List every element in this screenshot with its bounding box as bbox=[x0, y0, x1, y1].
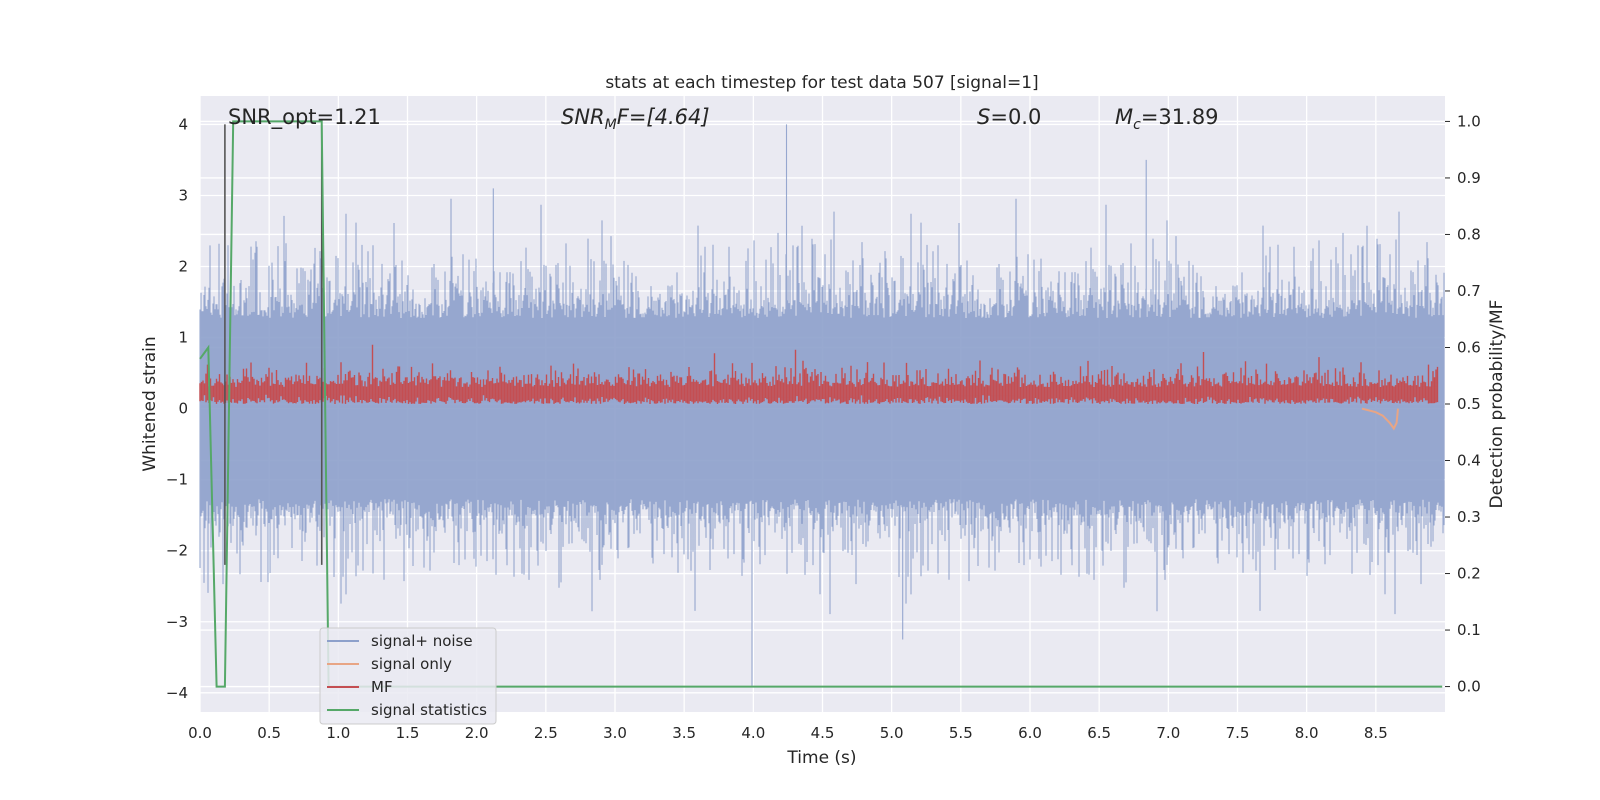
left-y-tick-label: −3 bbox=[166, 613, 188, 631]
right-y-tick-label: 0.0 bbox=[1457, 678, 1481, 696]
left-y-tick-label: 3 bbox=[178, 186, 188, 204]
annotation-mc: Mc=31.89 bbox=[1115, 105, 1219, 133]
left-y-axis-label: Whitened strain bbox=[140, 336, 160, 471]
right-y-tick-label: 0.2 bbox=[1457, 565, 1481, 583]
annotation-snr-mf: SNRMF=[4.64] bbox=[561, 105, 710, 133]
x-tick-labels: 0.0 0.5 1.0 1.5 2.0 2.5 3.0 3.5 4.0 4.5 5.0 5.5 6.0 6… bbox=[188, 724, 1388, 742]
right-y-tick-label: 0.8 bbox=[1457, 225, 1481, 243]
x-tick-label: 0.0 bbox=[188, 724, 212, 742]
left-y-tick-label: 2 bbox=[178, 258, 188, 276]
right-y-tick-label: 0.6 bbox=[1457, 338, 1481, 356]
legend-label-signal-statistics: signal statistics bbox=[371, 701, 487, 719]
right-y-tick-labels: 0.0 0.1 0.2 0.3 0.4 0.5 0.6 0.7 0.8 0.9 1.0 bbox=[1457, 112, 1481, 695]
chart-title: stats at each timestep for test data 507… bbox=[605, 73, 1038, 93]
x-tick-label: 6.5 bbox=[1087, 724, 1111, 742]
x-tick-label: 4.0 bbox=[741, 724, 765, 742]
legend-label-signal-only: signal only bbox=[371, 655, 452, 673]
mf-series bbox=[199, 344, 1439, 404]
legend: signal+ noise signal only MF signal stat… bbox=[319, 627, 497, 725]
x-tick-label: 6.0 bbox=[1018, 724, 1042, 742]
x-tick-label: 7.5 bbox=[1226, 724, 1250, 742]
legend-label-mf: MF bbox=[371, 678, 393, 696]
right-y-axis-label: Detection probability/MF bbox=[1487, 300, 1507, 509]
legend-label-signal-noise: signal+ noise bbox=[371, 632, 473, 650]
x-tick-label: 3.5 bbox=[672, 724, 696, 742]
right-y-tick-label: 0.5 bbox=[1457, 395, 1481, 413]
left-y-tick-label: 1 bbox=[178, 329, 188, 347]
x-tick-label: 5.0 bbox=[880, 724, 904, 742]
left-y-tick-label: −1 bbox=[166, 471, 188, 489]
left-y-tick-label: −4 bbox=[166, 684, 188, 702]
x-tick-label: 8.5 bbox=[1364, 724, 1388, 742]
right-y-tick-label: 0.3 bbox=[1457, 508, 1481, 526]
x-tick-label: 4.5 bbox=[811, 724, 835, 742]
signal-only-line bbox=[1361, 407, 1399, 431]
annotation-s: S=0.0 bbox=[977, 105, 1041, 129]
x-tick-label: 0.5 bbox=[257, 724, 281, 742]
legend-box bbox=[319, 627, 497, 725]
left-y-tick-label: −2 bbox=[166, 542, 188, 560]
right-y-tick-label: 0.4 bbox=[1457, 452, 1481, 470]
left-y-tick-label: 0 bbox=[178, 400, 188, 418]
x-axis-label: Time (s) bbox=[786, 748, 856, 768]
signal-statistics-series bbox=[199, 120, 1443, 688]
x-tick-label: 3.0 bbox=[603, 724, 627, 742]
mf-line bbox=[199, 344, 1439, 404]
x-tick-label: 1.0 bbox=[326, 724, 350, 742]
right-y-tick-label: 0.9 bbox=[1457, 169, 1481, 187]
signal-statistics-line bbox=[199, 120, 1443, 688]
right-y-tick-label: 0.1 bbox=[1457, 621, 1481, 639]
left-y-tick-label: 4 bbox=[178, 115, 188, 133]
signal-only-series bbox=[1361, 407, 1399, 431]
x-tick-label: 2.0 bbox=[465, 724, 489, 742]
x-tick-label: 2.5 bbox=[534, 724, 558, 742]
x-tick-label: 5.5 bbox=[949, 724, 973, 742]
x-tick-label: 8.0 bbox=[1295, 724, 1319, 742]
right-y-tick-label: 0.7 bbox=[1457, 282, 1481, 300]
annotation-snr-opt: SNR_opt=1.21 bbox=[228, 105, 381, 130]
right-y-tick-label: 1.0 bbox=[1457, 112, 1481, 130]
left-y-tick-labels: −4 −3 −2 −1 0 1 2 3 4 bbox=[166, 115, 188, 701]
x-tick-label: 7.0 bbox=[1156, 724, 1180, 742]
x-tick-label: 1.5 bbox=[396, 724, 420, 742]
